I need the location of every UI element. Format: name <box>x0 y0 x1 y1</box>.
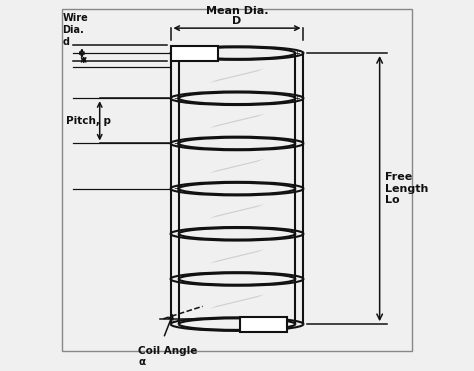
Polygon shape <box>210 249 264 264</box>
Text: Pitch, p: Pitch, p <box>66 116 111 126</box>
Text: Free
Length
Lo: Free Length Lo <box>385 172 428 205</box>
Text: +: + <box>293 94 301 103</box>
Polygon shape <box>210 114 264 128</box>
Text: +: + <box>173 139 181 148</box>
Polygon shape <box>210 204 264 219</box>
Text: D: D <box>232 16 242 26</box>
Bar <box>171 46 218 60</box>
Text: +: + <box>173 94 181 103</box>
Text: Coil Angle
α: Coil Angle α <box>138 345 198 367</box>
Polygon shape <box>210 159 264 173</box>
Bar <box>240 317 287 332</box>
Polygon shape <box>210 69 264 83</box>
Polygon shape <box>210 294 264 309</box>
Text: +: + <box>293 49 301 58</box>
Text: +: + <box>173 184 181 193</box>
Text: Mean Dia.: Mean Dia. <box>206 6 268 16</box>
Text: Wire
Dia.
d: Wire Dia. d <box>62 13 88 46</box>
